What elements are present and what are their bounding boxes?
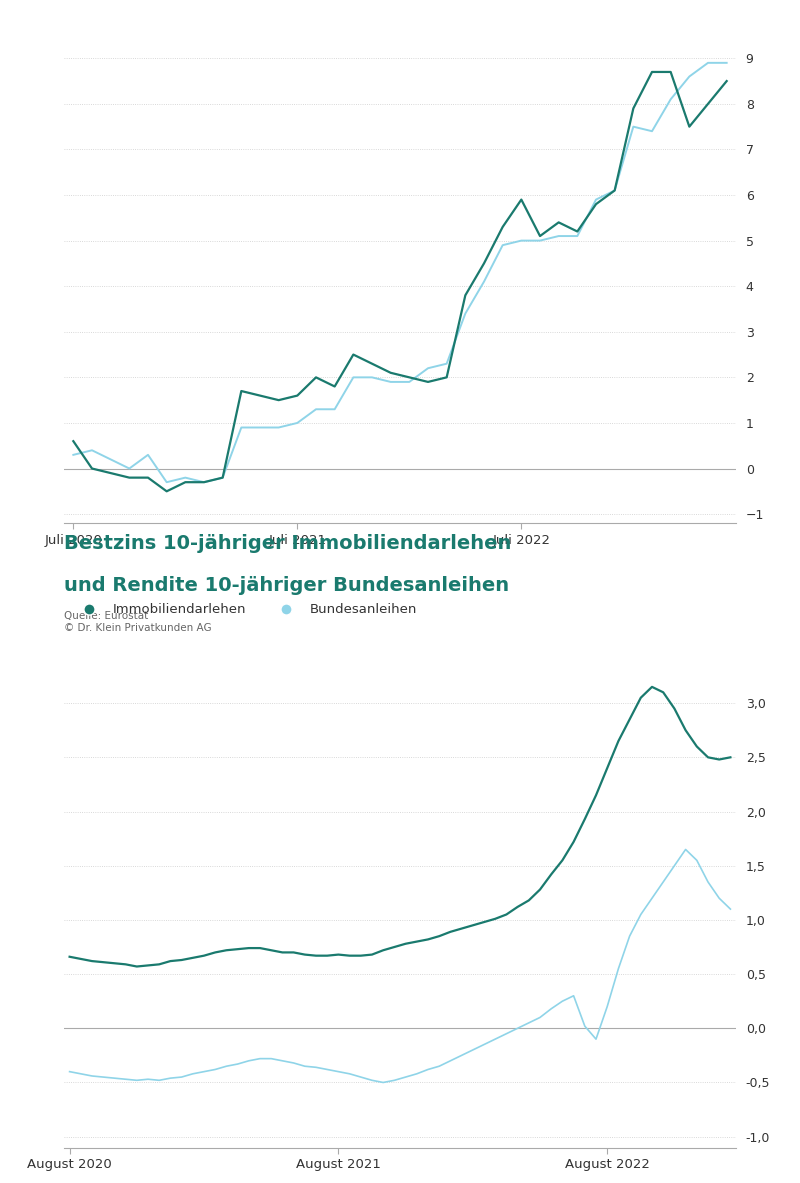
Legend: Immobiliendarlehen, Bundesanleihen: Immobiliendarlehen, Bundesanleihen xyxy=(70,599,422,621)
Text: Bestzins 10-jähriger Immobiliendarlehen: Bestzins 10-jähriger Immobiliendarlehen xyxy=(64,535,511,554)
Text: Quelle: Eurostat
© Dr. Klein Privatkunden AG: Quelle: Eurostat © Dr. Klein Privatkunde… xyxy=(64,610,212,633)
Text: und Rendite 10-jähriger Bundesanleihen: und Rendite 10-jähriger Bundesanleihen xyxy=(64,576,509,595)
